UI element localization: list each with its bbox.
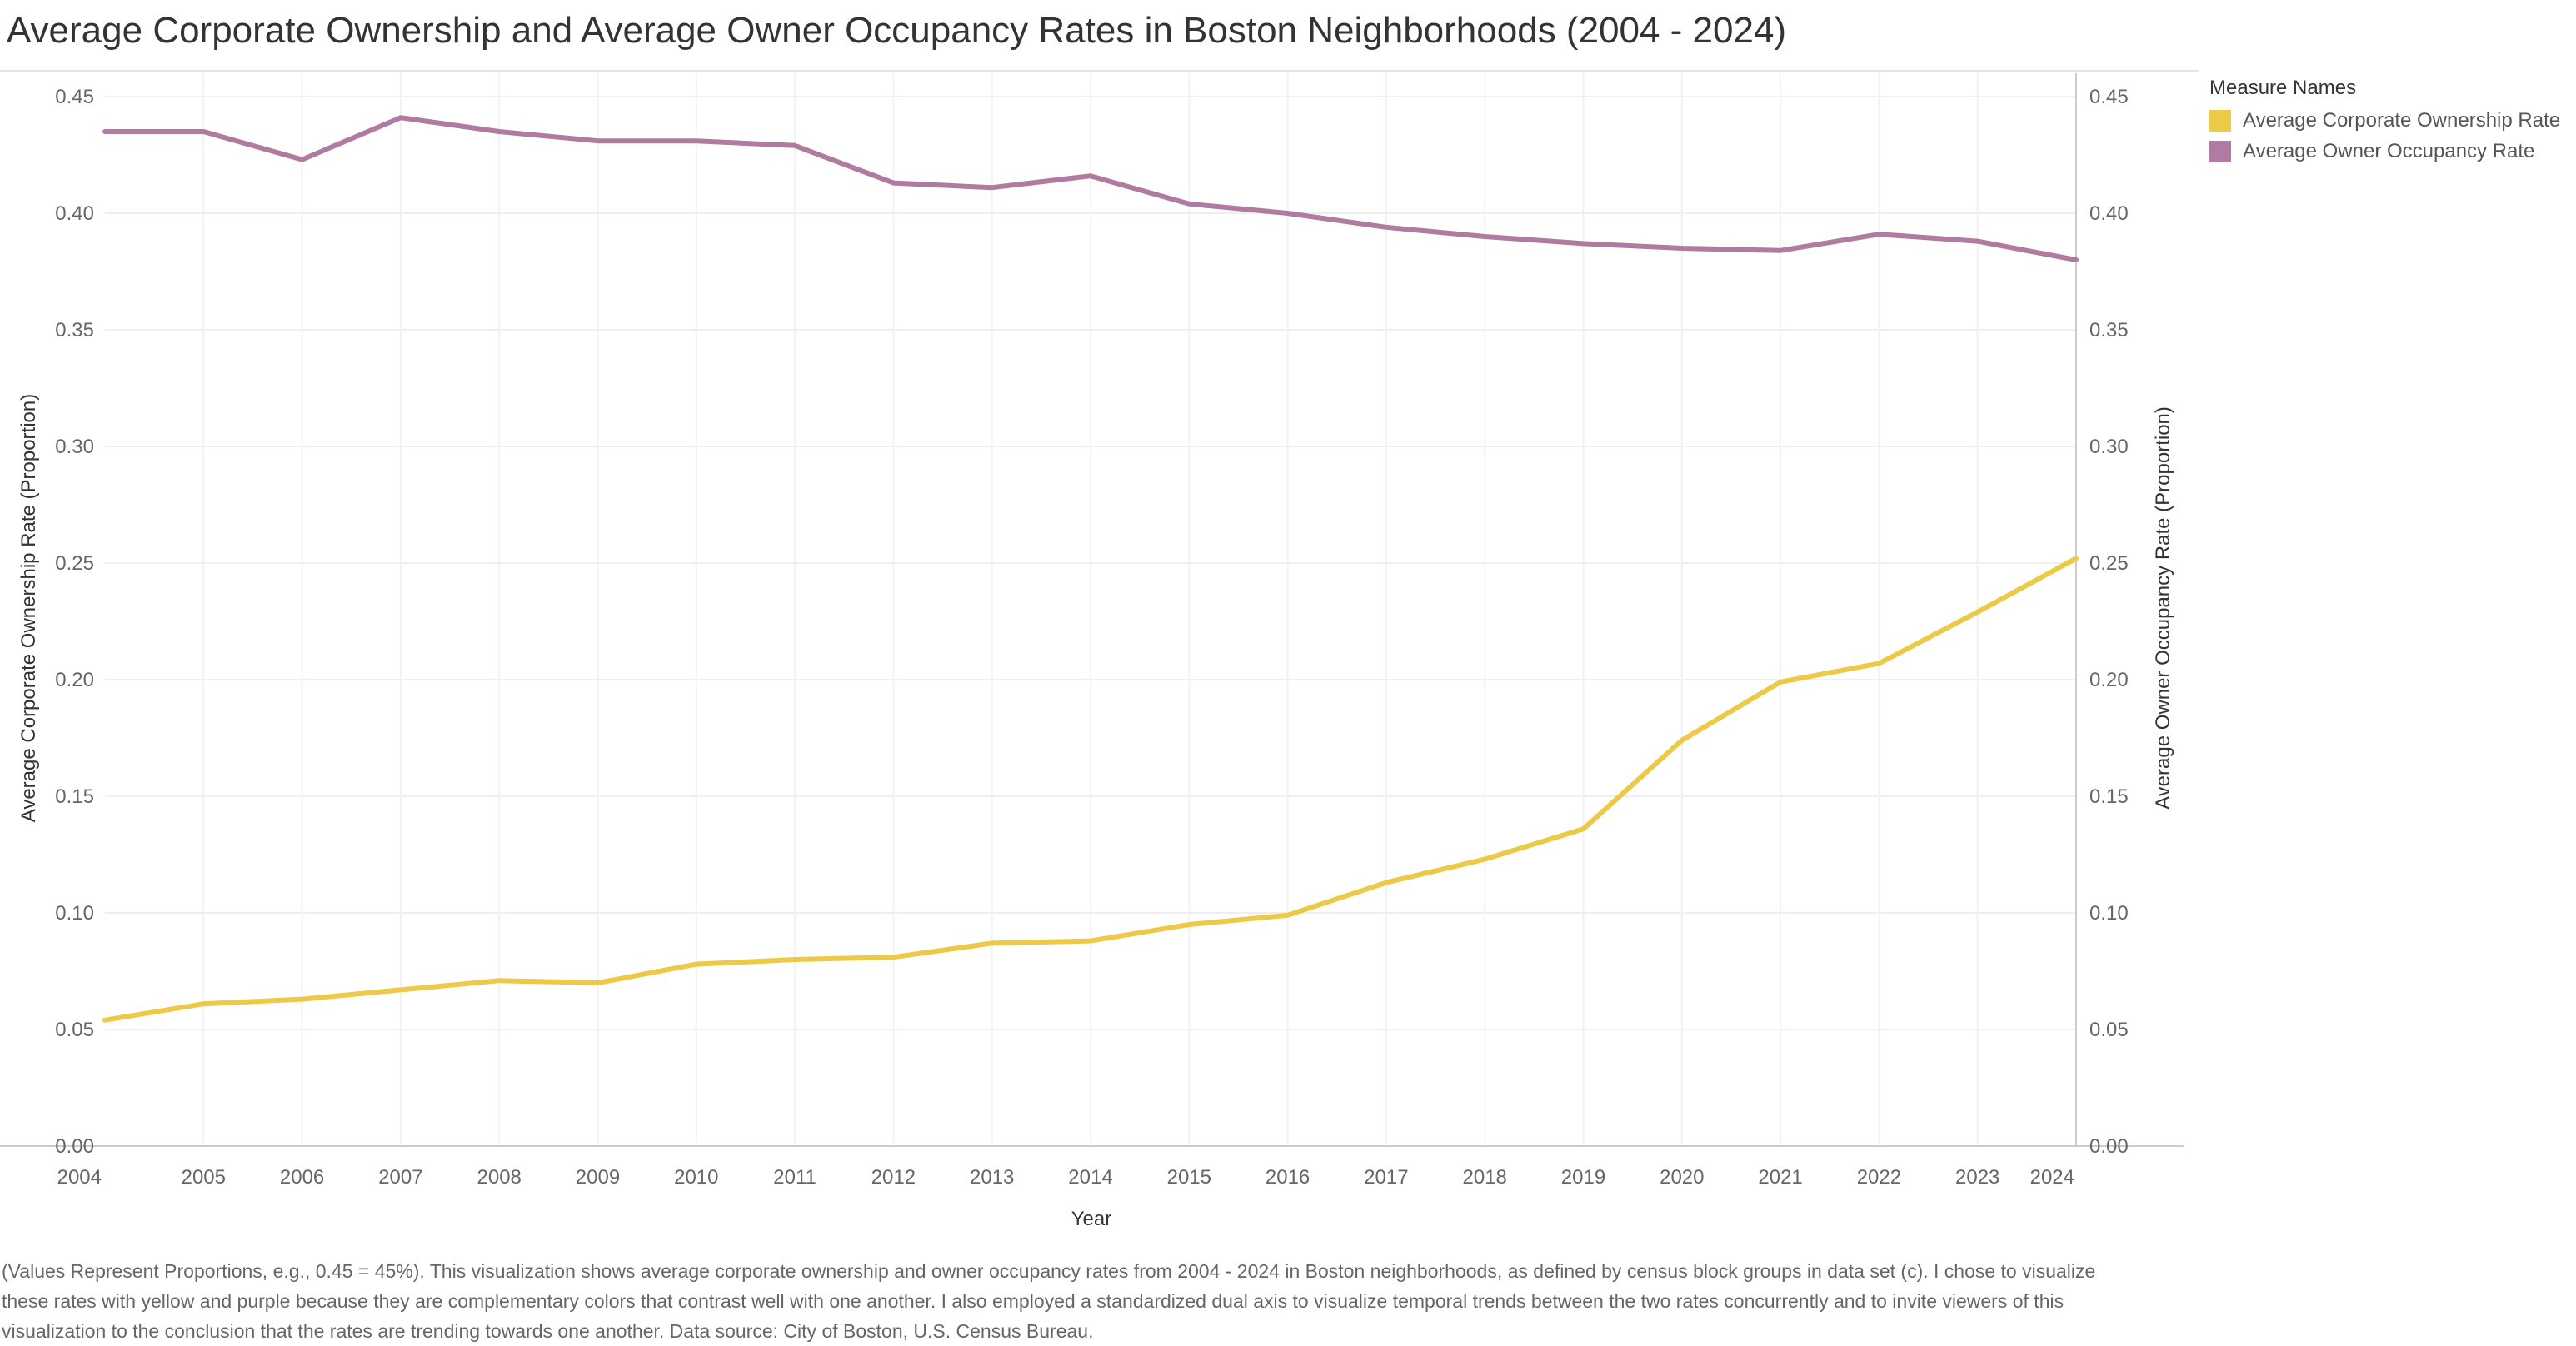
x-tick-label: 2023 <box>1955 1166 1999 1189</box>
grid-layer <box>105 73 2077 1146</box>
x-tick-label: 2008 <box>477 1166 522 1189</box>
x-tick-label: 2012 <box>871 1166 916 1189</box>
x-tick-label: 2024 <box>2030 1166 2074 1189</box>
y-tick-label-left: 0.40 <box>55 202 94 225</box>
legend-item-owner-occupancy[interactable]: Average Owner Occupancy Rate <box>2209 136 2560 167</box>
axis-layer <box>0 73 2184 1147</box>
x-tick-label: 2015 <box>1167 1166 1211 1189</box>
y-tick-label-right: 0.15 <box>2089 785 2129 808</box>
series-line-average-owner-occupancy-rate[interactable] <box>102 115 2079 262</box>
label-layer: 0.00 0.00 0.05 0.05 0.10 0.10 0.15 0.15 0.20 0.20… <box>17 86 2174 1230</box>
y-tick-label-right: 0.05 <box>2089 1019 2129 1041</box>
x-tick-label: 2021 <box>1758 1166 1802 1189</box>
series-layer <box>102 115 2079 1023</box>
x-tick-label: 2020 <box>1660 1166 1704 1189</box>
x-tick-label: 2019 <box>1561 1166 1605 1189</box>
legend-swatch-yellow <box>2209 109 2231 132</box>
y-tick-label-left: 0.45 <box>55 86 94 108</box>
legend-item-corporate-ownership[interactable]: Average Corporate Ownership Rate <box>2209 105 2560 136</box>
x-tick-label: 2013 <box>970 1166 1014 1189</box>
legend-title: Measure Names <box>2209 77 2357 99</box>
series-line-average-corporate-ownership-rate[interactable] <box>102 556 2079 1023</box>
y-tick-label-left: 0.00 <box>55 1135 94 1158</box>
y-tick-label-right: 0.45 <box>2089 86 2129 108</box>
y-tick-label-right: 0.20 <box>2089 669 2129 691</box>
x-tick-label: 2014 <box>1068 1166 1112 1189</box>
legend-label: Average Owner Occupancy Rate <box>2243 139 2535 162</box>
y-tick-label-left: 0.25 <box>55 552 94 575</box>
x-tick-label: 2004 <box>57 1166 102 1189</box>
x-axis-title: Year <box>1071 1208 1112 1230</box>
title-divider <box>0 70 2199 72</box>
y-tick-label-right: 0.25 <box>2089 552 2129 575</box>
y-tick-label-left: 0.20 <box>55 669 94 691</box>
legend-label: Average Corporate Ownership Rate <box>2243 108 2561 132</box>
y-tick-label-left: 0.10 <box>55 902 94 925</box>
y-tick-label-right: 0.40 <box>2089 202 2129 225</box>
x-tick-label: 2016 <box>1266 1166 1310 1189</box>
x-tick-label: 2018 <box>1463 1166 1507 1189</box>
x-tick-label: 2022 <box>1857 1166 1901 1189</box>
x-tick-label: 2005 <box>182 1166 226 1189</box>
x-tick-label: 2007 <box>378 1166 422 1189</box>
y-tick-label-right: 0.30 <box>2089 436 2129 458</box>
y-tick-label-right: 0.00 <box>2089 1135 2129 1158</box>
y-tick-label-left: 0.30 <box>55 436 94 458</box>
y-tick-label-left: 0.15 <box>55 785 94 808</box>
y-axis-title-right: Average Owner Occupancy Rate (Proportion… <box>2152 406 2174 810</box>
y-tick-label-right: 0.35 <box>2089 319 2129 341</box>
legend: Measure Names Average Corporate Ownershi… <box>2209 77 2560 167</box>
chart-title: Average Corporate Ownership and Average … <box>7 10 1787 51</box>
y-tick-label-left: 0.35 <box>55 319 94 341</box>
x-tick-label: 2010 <box>674 1166 718 1189</box>
y-axis-title-left: Average Corporate Ownership Rate (Propor… <box>17 394 40 822</box>
x-tick-label: 2011 <box>773 1166 816 1189</box>
y-tick-label-left: 0.05 <box>55 1019 94 1041</box>
x-tick-label: 2017 <box>1364 1166 1408 1189</box>
chart-caption: (Values Represent Proportions, e.g., 0.4… <box>2 1260 2096 1342</box>
x-tick-label: 2009 <box>576 1166 620 1189</box>
y-tick-label-right: 0.10 <box>2089 902 2129 925</box>
legend-swatch-purple <box>2209 140 2231 162</box>
x-tick-label: 2006 <box>280 1166 324 1189</box>
